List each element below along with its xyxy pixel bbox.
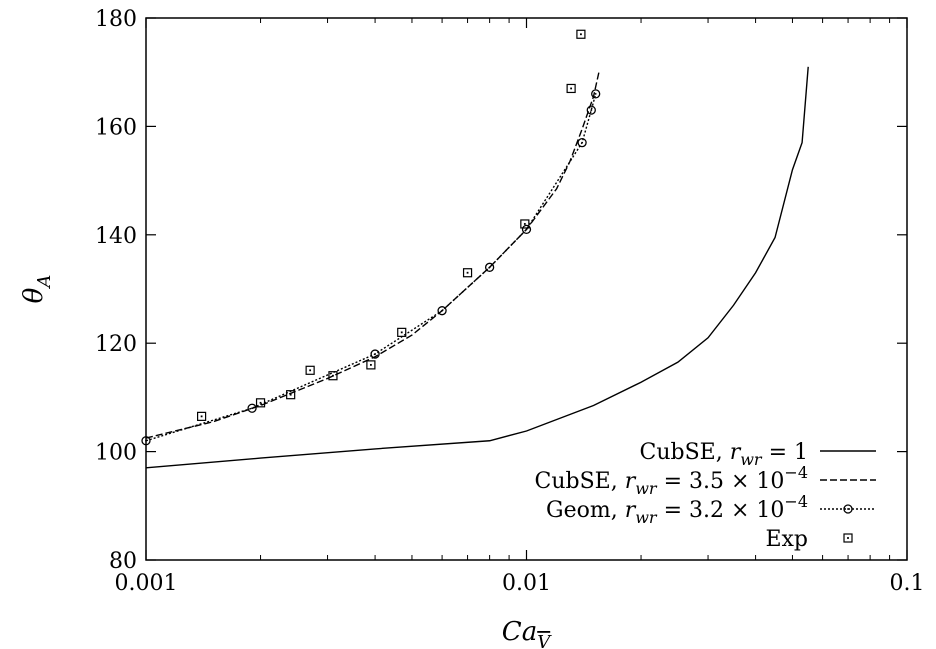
legend-entry-2: CubSE, rwr = 3.5 × 10−4	[535, 463, 876, 498]
marker-center-dot	[847, 537, 849, 539]
data-point	[566, 83, 576, 94]
series-layer	[141, 29, 809, 469]
marker-center-dot	[289, 393, 292, 396]
series-line	[145, 72, 600, 439]
x-tick-label: 0.01	[502, 571, 551, 596]
data-point	[286, 390, 296, 400]
marker-center-dot	[570, 87, 573, 90]
legend-label-prefix: Exp	[765, 527, 808, 552]
legend-label-rest: = 1	[762, 440, 808, 465]
data-point	[577, 138, 587, 148]
marker-center-dot	[580, 33, 582, 36]
data-point	[255, 398, 266, 408]
series-line	[145, 66, 809, 469]
marker-center-dot	[251, 407, 253, 410]
x-axis-label: CaV	[502, 617, 552, 649]
marker-center-dot	[525, 228, 528, 231]
data-point	[397, 327, 407, 337]
marker-center-dot	[374, 353, 376, 355]
x-tick-label: 0.1	[890, 571, 925, 596]
legend-label-prefix: CubSE,	[640, 440, 730, 465]
marker-center-dot	[847, 508, 849, 510]
y-tick-label: 80	[109, 549, 137, 574]
data-point	[462, 268, 473, 278]
legend-label: Geom, rwr = 3.2 × 10−4	[546, 492, 808, 527]
y-tick-label: 160	[95, 115, 137, 140]
legend-label-sub: wr	[740, 450, 763, 469]
x-tick-label: 0.001	[115, 571, 178, 596]
y-axis-label: θA	[19, 275, 55, 304]
marker-center-dot	[400, 331, 403, 334]
marker-center-dot	[332, 374, 334, 377]
marker-center-dot	[309, 369, 312, 372]
data-point	[591, 89, 601, 99]
data-point	[520, 219, 530, 229]
legend-label-var: r	[625, 469, 637, 494]
data-point	[247, 403, 257, 413]
y-axis-label-sub: A	[34, 275, 55, 290]
legend-label-var: r	[625, 498, 637, 523]
legend-label-sup: −4	[784, 492, 808, 511]
legend-label-sub: wr	[635, 479, 658, 498]
legend-label-sup: −4	[784, 463, 808, 482]
data-point	[437, 306, 447, 316]
marker-center-dot	[466, 271, 469, 274]
legend-label: CubSE, rwr = 1	[640, 440, 809, 469]
legend-label-sub: wr	[635, 508, 658, 527]
data-point	[141, 436, 151, 446]
legend-entry-3: Geom, rwr = 3.2 × 10−4	[546, 492, 876, 527]
data-point	[521, 224, 532, 235]
marker-center-dot	[523, 223, 526, 225]
legend-label-var: r	[730, 440, 742, 465]
y-tick-label: 180	[95, 7, 137, 32]
legend-label: Exp	[765, 527, 808, 552]
data-point	[328, 371, 338, 381]
series-4	[197, 29, 586, 421]
y-tick-label: 140	[95, 224, 137, 249]
marker-center-dot	[145, 439, 147, 442]
legend-entry-1: CubSE, rwr = 1	[640, 440, 876, 469]
marker-center-dot	[488, 266, 491, 269]
legend-label-rest: = 3.2 × 10	[657, 498, 785, 523]
data-point	[305, 365, 315, 375]
legend-marker	[843, 533, 853, 543]
series-2	[145, 72, 600, 439]
data-point	[586, 105, 596, 115]
legend-label-rest: = 3.5 × 10	[657, 469, 785, 494]
y-tick-label: 120	[95, 332, 137, 357]
series-3	[141, 89, 601, 446]
x-axis-label-sub: V	[537, 632, 552, 649]
data-point	[370, 349, 380, 359]
y-tick-label: 100	[95, 441, 137, 466]
data-point	[197, 411, 207, 421]
marker-center-dot	[200, 415, 203, 418]
marker-center-dot	[590, 109, 593, 112]
ticks: 0.001 0.01 0.1 80 100 120 140 160 180	[95, 7, 925, 596]
data-point	[484, 262, 495, 272]
marker-center-dot	[370, 363, 372, 366]
legend-label: CubSE, rwr = 3.5 × 10−4	[535, 463, 809, 498]
legend-label-prefix: CubSE,	[535, 469, 625, 494]
marker-center-dot	[259, 401, 262, 404]
series-1	[145, 66, 809, 469]
marker-center-dot	[581, 141, 584, 144]
marker-center-dot	[441, 309, 443, 312]
legend-marker	[843, 504, 853, 514]
series-line	[145, 93, 597, 442]
marker-center-dot	[594, 92, 597, 95]
data-point	[366, 360, 376, 370]
legend-entry-4: Exp	[765, 527, 853, 552]
data-point	[576, 29, 586, 39]
legend-label-prefix: Geom,	[546, 498, 625, 523]
